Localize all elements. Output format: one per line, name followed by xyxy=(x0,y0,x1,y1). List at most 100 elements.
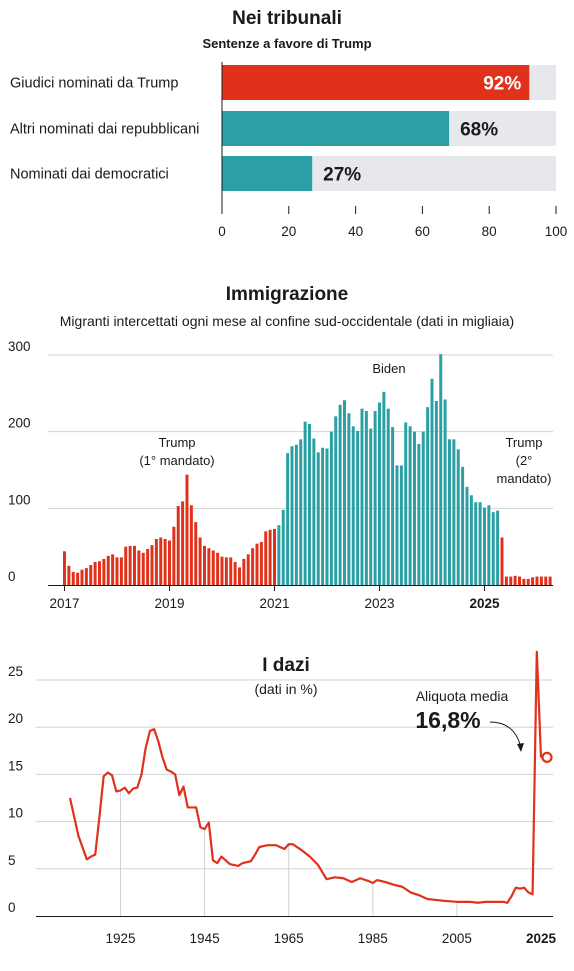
courts-chart: Nei tribunali Sentenze a favore di Trump… xyxy=(10,8,567,239)
immigration-bar xyxy=(456,449,460,585)
immigration-bar xyxy=(347,413,351,585)
immigration-bar xyxy=(522,578,526,585)
immigration-bar xyxy=(321,447,325,585)
courts-x-tick-label: 0 xyxy=(218,224,226,239)
immigration-bar xyxy=(334,416,338,585)
immigration-subtitle: Migranti intercettati ogni mese al confi… xyxy=(60,313,514,329)
tariffs-current-marker xyxy=(541,751,553,764)
courts-bars: Giudici nominati da Trump 92% Altri nomina… xyxy=(10,65,556,191)
immigration-bar xyxy=(268,529,272,585)
immigration-bar xyxy=(207,548,211,585)
immigration-bar xyxy=(220,556,224,585)
courts-category-label: Altri nominati dai repubblicani xyxy=(10,122,199,138)
tariffs-x-axis: 1925 1945 1965 1985 2005 2025 xyxy=(36,916,557,946)
immigration-bar xyxy=(203,545,206,585)
immigration-bar xyxy=(531,577,535,585)
courts-bar xyxy=(222,111,450,146)
immigration-bar xyxy=(535,576,539,585)
annotation-biden: Biden xyxy=(372,361,405,376)
courts-title: Nei tribunali xyxy=(232,8,342,29)
immigration-bar xyxy=(137,550,141,585)
immigration-bar xyxy=(382,391,386,585)
courts-bar xyxy=(222,65,530,100)
immigration-bar xyxy=(290,446,294,585)
immigration-bar xyxy=(246,554,250,585)
tariffs-y-tick-label: 25 xyxy=(8,664,23,679)
immigration-bar xyxy=(513,575,517,585)
immigration-bar xyxy=(299,439,303,585)
immigration-bar xyxy=(242,558,246,585)
immigration-bar xyxy=(115,557,119,585)
immigration-bar xyxy=(111,554,115,585)
immigration-bar xyxy=(404,422,408,585)
immigration-bar xyxy=(504,576,508,585)
immigration-bar xyxy=(63,551,66,585)
courts-value-label: 68% xyxy=(460,120,498,141)
immigration-bar xyxy=(452,439,456,585)
immigration-bar xyxy=(277,525,281,585)
tariffs-line xyxy=(68,650,553,904)
immigration-bar xyxy=(356,430,360,585)
immigration-bar xyxy=(251,548,255,585)
tariffs-y-tick-label: 0 xyxy=(8,900,16,915)
immigration-bar xyxy=(141,552,145,585)
immigration-chart: Immigrazione Migranti intercettati ogni … xyxy=(8,284,553,611)
immigration-bar xyxy=(294,444,298,585)
immigration-bar xyxy=(286,453,290,585)
immigration-bar xyxy=(80,569,84,585)
immigration-bar xyxy=(417,443,421,585)
immigration-bar xyxy=(181,501,185,585)
courts-category-label: Nominati dai democratici xyxy=(10,167,169,183)
annotation-arrow-head xyxy=(517,743,524,752)
immigration-bar xyxy=(194,522,198,585)
immigration-bar xyxy=(465,486,469,585)
immigration-x-tick-label: 2025 xyxy=(469,596,500,611)
courts-x-tick-label: 60 xyxy=(415,224,430,239)
immigration-bar xyxy=(312,438,316,585)
immigration-bar xyxy=(238,567,241,585)
immigration-bar xyxy=(89,565,93,585)
immigration-bar xyxy=(106,555,110,585)
immigration-bar xyxy=(308,424,311,585)
immigration-bar xyxy=(487,505,491,585)
immigration-bar xyxy=(518,576,521,585)
immigration-bar xyxy=(233,562,237,585)
tariffs-y-tick-label: 10 xyxy=(8,806,23,821)
immigration-bar xyxy=(378,402,381,585)
annotation-trump-1: Trump xyxy=(158,435,195,450)
courts-x-tick-label: 20 xyxy=(281,224,296,239)
immigration-bar xyxy=(159,537,163,585)
tariffs-x-tick-label: 2025 xyxy=(526,931,557,946)
immigration-bar xyxy=(548,576,552,585)
tariffs-subtitle: (dati in %) xyxy=(254,681,317,697)
immigration-bar xyxy=(491,512,495,585)
courts-subtitle: Sentenze a favore di Trump xyxy=(202,36,371,51)
annotation-trump-1-term: (1° mandato) xyxy=(139,453,214,468)
immigration-bar xyxy=(399,465,403,585)
tariffs-series-line xyxy=(68,650,543,904)
immigration-x-tick-label: 2021 xyxy=(259,596,289,611)
immigration-bar xyxy=(281,509,285,585)
immigration-bar xyxy=(496,510,500,585)
immigration-bar xyxy=(128,545,132,585)
immigration-bar xyxy=(373,410,377,585)
immigration-y-tick-label: 100 xyxy=(8,492,31,507)
immigration-bar xyxy=(98,561,101,585)
immigration-x-tick-label: 2017 xyxy=(49,596,79,611)
immigration-bar xyxy=(119,557,123,585)
tariffs-x-tick-label: 1985 xyxy=(358,931,388,946)
immigration-bar xyxy=(93,562,97,585)
immigration-bar xyxy=(408,426,412,585)
immigration-bar xyxy=(474,502,478,585)
immigration-bar xyxy=(386,408,390,585)
courts-x-tick-label: 100 xyxy=(545,224,568,239)
annotation-trump-2-term-end: mandato) xyxy=(497,471,552,486)
courts-category-label: Giudici nominati da Trump xyxy=(10,76,178,92)
immigration-bar xyxy=(391,427,395,585)
immigration-bar xyxy=(351,426,355,585)
immigration-bar xyxy=(483,507,486,585)
immigration-bar xyxy=(448,439,451,585)
immigration-bar xyxy=(168,540,171,585)
